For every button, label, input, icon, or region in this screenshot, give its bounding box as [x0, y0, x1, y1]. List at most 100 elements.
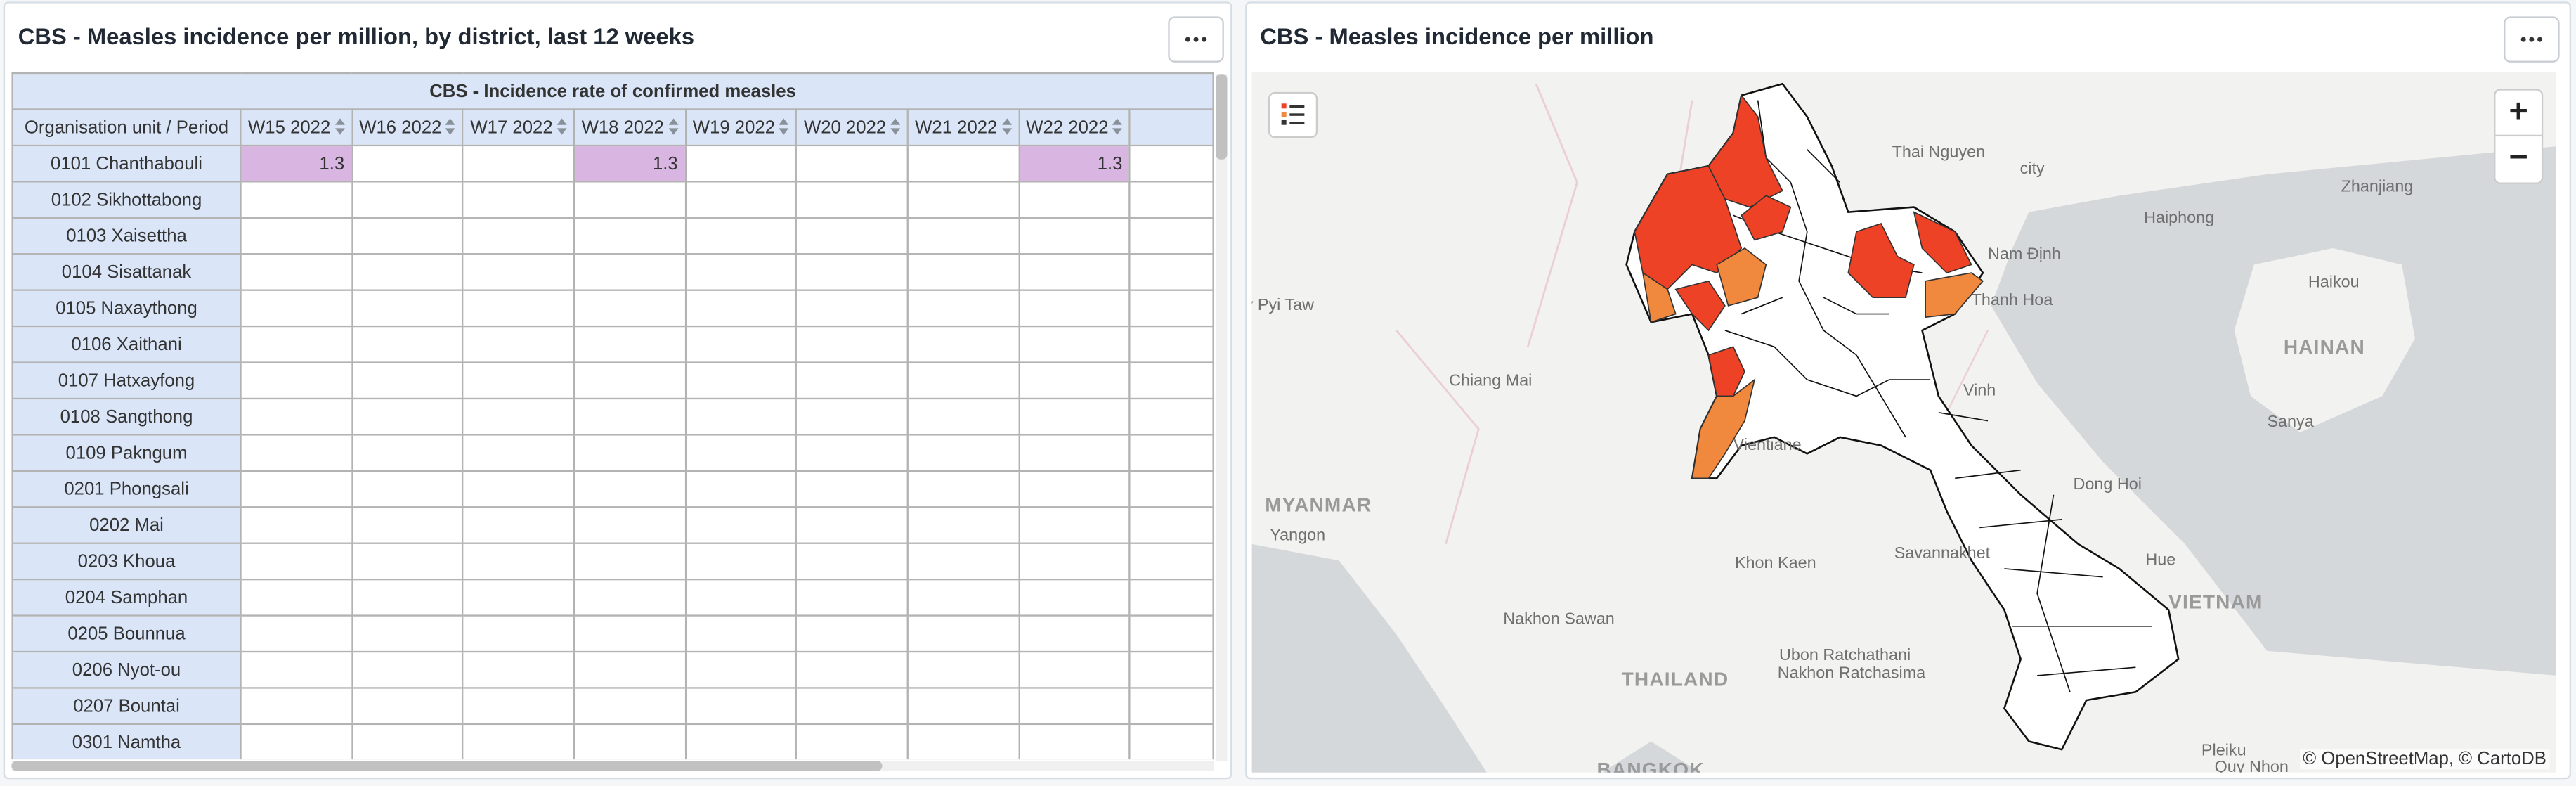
map-canvas: Thai Nguyen city Haiphong Zhanjiang Nam Định…: [1251, 72, 2556, 773]
table-cell: [684, 361, 798, 400]
table-row: 0109 Pakngum: [11, 434, 1214, 472]
row-header: 0201 Phongsali: [11, 470, 242, 508]
map[interactable]: Thai Nguyen city Haiphong Zhanjiang Nam Định…: [1251, 72, 2556, 773]
table-cell: [1017, 181, 1131, 219]
row-header: 0102 Sikhottabong: [11, 181, 242, 219]
column-header[interactable]: W19 2022: [684, 108, 798, 147]
column-label: W21 2022: [915, 117, 998, 138]
column-label: W22 2022: [1026, 117, 1109, 138]
table-cell: [462, 181, 575, 219]
menu-button[interactable]: [1168, 16, 1224, 63]
table-cell: [906, 289, 1020, 328]
vertical-scrollbar[interactable]: [1216, 74, 1228, 761]
table-cell: [1017, 506, 1131, 544]
table-cell: [240, 687, 353, 726]
column-header[interactable]: W16 2022: [351, 108, 464, 147]
table-cell: [462, 723, 575, 760]
table-cell: [1128, 181, 1214, 219]
table-cell: [240, 361, 353, 400]
column-header[interactable]: W17 2022: [462, 108, 575, 147]
table-cell: [684, 542, 798, 581]
scroll-thumb[interactable]: [1216, 74, 1228, 160]
horizontal-scrollbar[interactable]: [11, 761, 1214, 771]
map-label: Vientiane: [1733, 435, 1802, 453]
table-cell: [906, 470, 1020, 508]
table-cell: [906, 614, 1020, 653]
table-cell: [684, 181, 798, 219]
table-cell: [1128, 217, 1214, 255]
column-header[interactable]: W21 2022: [906, 108, 1020, 147]
table-cell: [906, 723, 1020, 760]
panel-title: CBS - Measles incidence per million: [1260, 22, 1654, 50]
map-label: VIETNAM: [2168, 591, 2263, 612]
table-cell: [1017, 289, 1131, 328]
legend-toggle[interactable]: [1268, 91, 1318, 138]
table-row: 0203 Khoua: [11, 542, 1214, 581]
table-cell: [351, 253, 464, 291]
menu-button[interactable]: [2504, 16, 2560, 63]
column-header[interactable]: W18 2022: [573, 108, 687, 147]
column-header: [1128, 108, 1214, 147]
table-cell: [240, 217, 353, 255]
table-cell: [573, 470, 687, 508]
zoom-out[interactable]: −: [2509, 139, 2528, 176]
scroll-thumb[interactable]: [11, 761, 883, 771]
table-cell: [684, 614, 798, 653]
table-cell: [573, 289, 687, 328]
table-cell: [906, 506, 1020, 544]
table-cell: [462, 650, 575, 689]
table-cell: [906, 361, 1020, 400]
table-row: 0102 Sikhottabong: [11, 181, 1214, 219]
row-header: 0301 Namtha: [11, 723, 242, 760]
table-cell: [240, 542, 353, 581]
table-cell: [795, 325, 909, 363]
map-label: Haiphong: [2144, 208, 2214, 226]
sort-icon: [445, 118, 456, 135]
column-label: W19 2022: [692, 117, 776, 138]
sort-icon: [890, 118, 901, 135]
table-cell: [1128, 325, 1214, 363]
map-label: city: [2020, 159, 2045, 177]
attribution: © OpenStreetMap, © CartoDB: [2299, 749, 2550, 770]
table-cell: [1128, 434, 1214, 472]
table-cell: [1128, 614, 1214, 653]
table-row: 0104 Sisattanak: [11, 253, 1214, 291]
table-cell: [462, 325, 575, 363]
map-label: Chiang Mai: [1449, 371, 1532, 389]
table-row: 0106 Xaithani: [11, 325, 1214, 363]
column-header[interactable]: W15 2022: [240, 108, 353, 147]
row-header: 0206 Nyot-ou: [11, 650, 242, 689]
table-cell: [1128, 578, 1214, 617]
table-cell: [573, 723, 687, 760]
table-cell: [1128, 253, 1214, 291]
table-cell: [240, 289, 353, 328]
table-cell: [906, 542, 1020, 581]
table-cell: [1128, 397, 1214, 436]
table-cell: [795, 181, 909, 219]
table-cell: [240, 506, 353, 544]
table-cell: [795, 650, 909, 689]
row-header: 0207 Bountai: [11, 687, 242, 726]
map-label: Nam Định: [1988, 245, 2061, 263]
table-row: 0107 Hatxayfong: [11, 361, 1214, 400]
table-cell: [240, 397, 353, 436]
table: CBS - Incidence rate of confirmed measle…: [11, 72, 1214, 760]
table-cell: [684, 325, 798, 363]
column-header[interactable]: W20 2022: [795, 108, 909, 147]
table-cell: [795, 614, 909, 653]
column-header[interactable]: W22 2022: [1017, 108, 1131, 147]
table-cell: [1017, 325, 1131, 363]
table-cell: [906, 687, 1020, 726]
table-cell: [351, 289, 464, 328]
table-cell: [240, 614, 353, 653]
map-label: Haikou: [2308, 272, 2360, 290]
table-cell: [1128, 687, 1214, 726]
table-cell: [795, 470, 909, 508]
table-cell: [1128, 144, 1214, 183]
table-cell: [684, 723, 798, 760]
zoom-in[interactable]: +: [2495, 91, 2542, 137]
table-cell: [351, 144, 464, 183]
table-cell: [462, 542, 575, 581]
table-cell: [351, 506, 464, 544]
